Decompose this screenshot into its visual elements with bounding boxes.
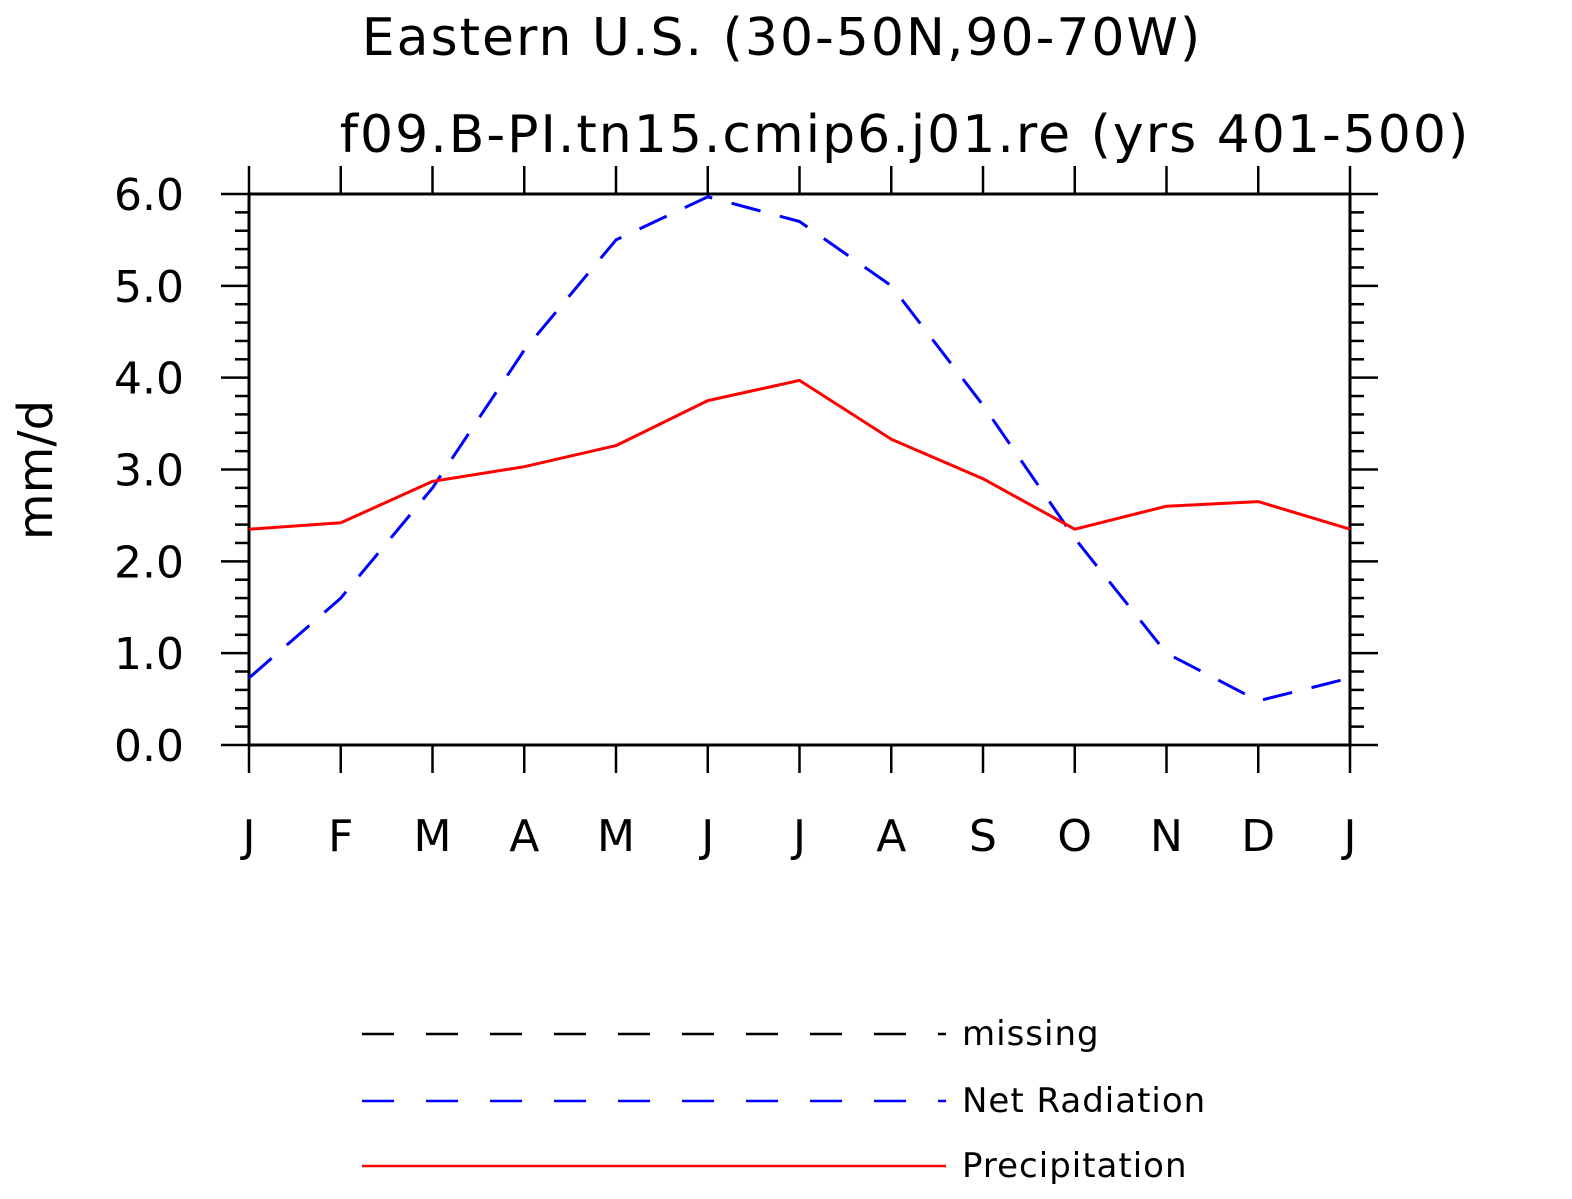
- y-tick-label: 1.0: [114, 629, 184, 680]
- y-axis-label: mm/d: [8, 400, 64, 540]
- x-tick-label: N: [1150, 811, 1183, 862]
- y-tick-label: 0.0: [114, 721, 184, 772]
- legend: missing Net Radiation Precipitation: [362, 1014, 1206, 1186]
- series-line-precipitation: [248, 378, 1351, 531]
- x-tick-label: J: [240, 811, 256, 862]
- axis-ticks: [221, 166, 1378, 773]
- x-tick-label: M: [414, 811, 452, 862]
- x-tick-label: D: [1241, 811, 1275, 862]
- legend-label: Net Radiation: [962, 1081, 1206, 1121]
- x-tick-label: A: [876, 811, 906, 862]
- y-tick-label: 2.0: [114, 537, 184, 588]
- y-tick-label: 3.0: [114, 446, 184, 497]
- series-line-net-radiation: [248, 195, 1351, 703]
- y-tick-label: 5.0: [114, 262, 184, 313]
- x-tick-label: A: [509, 811, 539, 862]
- y-tick-labels: 0.0 1.0 2.0 3.0 4.0 5.0 6.0: [114, 170, 184, 772]
- x-tick-label: S: [969, 811, 997, 862]
- x-tick-label: F: [328, 811, 353, 862]
- x-tick-label: J: [698, 811, 714, 862]
- x-tick-label: M: [597, 811, 635, 862]
- x-tick-label: J: [790, 811, 806, 862]
- legend-label: missing: [962, 1014, 1100, 1054]
- x-tick-label: O: [1057, 811, 1092, 862]
- y-tick-label: 4.0: [114, 354, 184, 405]
- chart-title: Eastern U.S. (30-50N,90-70W): [362, 8, 1202, 68]
- x-tick-label: J: [1341, 811, 1357, 862]
- legend-label: Precipitation: [962, 1146, 1188, 1186]
- series-lines: [248, 195, 1351, 703]
- y-tick-label: 6.0: [114, 170, 184, 221]
- chart-subtitle: f09.B-PI.tn15.cmip6.j01.re (yrs 401-500): [340, 105, 1471, 165]
